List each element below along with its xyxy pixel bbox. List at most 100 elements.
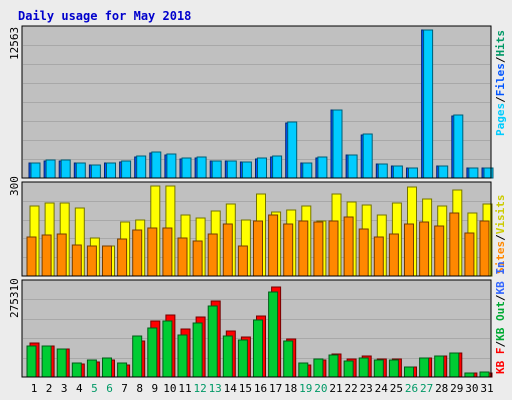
bar-sites <box>328 220 339 277</box>
legend-sep: / <box>494 234 507 241</box>
bar-sites <box>192 240 203 277</box>
bar-files <box>438 165 449 179</box>
bar-files <box>483 167 494 179</box>
bar-files <box>468 167 479 179</box>
day-label: 3 <box>61 382 68 395</box>
legend-kbf: KB F <box>494 348 507 375</box>
legend-sep: / <box>494 341 507 348</box>
bar-kb-out <box>162 320 173 378</box>
bar-files <box>241 161 252 179</box>
bar-kb-out <box>26 345 37 378</box>
bar-files <box>423 29 434 179</box>
bar-sites <box>268 214 279 277</box>
day-label: 24 <box>375 382 389 395</box>
day-label: 20 <box>314 382 327 395</box>
bar-sites <box>71 244 82 277</box>
ymax-label-middle: 300 <box>8 176 21 196</box>
day-label: 29 <box>450 382 463 395</box>
bar-files <box>302 162 313 179</box>
day-label: 9 <box>151 382 158 395</box>
bar-kb-out <box>177 334 188 378</box>
bar-sites <box>464 232 475 277</box>
bar-sites <box>207 233 218 277</box>
bar-kb-out <box>56 348 67 378</box>
bar-kb-out <box>464 372 475 378</box>
bar-files <box>181 157 192 179</box>
bar-files <box>75 162 86 179</box>
legend-kbin: KB In <box>494 261 507 294</box>
bar-files <box>106 162 116 179</box>
bar-files <box>90 164 101 179</box>
day-label: 5 <box>91 382 98 395</box>
bar-files <box>30 162 41 179</box>
legend-sep: / <box>494 294 507 301</box>
legend-middle: Sites/Visits <box>494 195 507 275</box>
bar-sites <box>313 221 324 277</box>
legend-kbout: KB Out <box>494 301 507 341</box>
bar-kb-out <box>237 339 248 378</box>
bar-kb-out <box>404 366 414 378</box>
bar-kb-out <box>373 359 384 378</box>
day-label: 22 <box>344 382 357 395</box>
bar-files <box>45 159 56 179</box>
legend-bottom: KB F/KB Out/KB In <box>494 261 507 374</box>
bar-kb-out <box>222 335 233 378</box>
bar-sites <box>479 220 490 277</box>
bar-sites <box>147 227 158 277</box>
day-label: 8 <box>136 382 143 395</box>
legend-sep: / <box>494 96 507 103</box>
bar-sites <box>283 223 294 277</box>
day-label: 21 <box>329 382 342 395</box>
day-label: 11 <box>178 382 191 395</box>
bar-sites <box>388 233 399 277</box>
bar-kb-out <box>117 362 128 378</box>
bar-kb-out <box>283 340 294 378</box>
day-label: 14 <box>224 382 238 395</box>
bar-sites <box>449 212 460 277</box>
day-label: 16 <box>254 382 267 395</box>
bar-kb-out <box>132 335 143 378</box>
legend-sites: Sites <box>494 241 507 274</box>
ymax-label-bottom: 275310 <box>8 278 21 318</box>
bar-files <box>121 160 132 179</box>
day-label: 12 <box>193 382 206 395</box>
bar-sites <box>41 234 52 277</box>
day-label: 17 <box>269 382 282 395</box>
bar-sites <box>222 223 233 277</box>
day-label: 19 <box>299 382 312 395</box>
bar-kb-out <box>253 319 263 378</box>
bar-files <box>347 154 358 179</box>
bar-kb-out <box>268 291 279 378</box>
day-label: 23 <box>360 382 373 395</box>
bar-files <box>392 165 403 179</box>
legend-top: Pages/Files/Hits <box>494 30 507 136</box>
bar-kb-out <box>147 327 158 378</box>
day-label: 18 <box>284 382 297 395</box>
bar-sites <box>102 245 112 277</box>
chart-title: Daily usage for May 2018 <box>18 9 191 23</box>
bar-kb-out <box>419 357 430 378</box>
bar-kb-out <box>449 352 460 378</box>
panel-bottom-border <box>21 279 492 378</box>
bar-kb-out <box>328 354 339 378</box>
legend-pages: Pages <box>494 103 507 136</box>
bar-sites <box>162 227 173 277</box>
bar-sites <box>373 236 384 277</box>
bar-files <box>362 133 373 179</box>
day-label: 31 <box>480 382 493 395</box>
bar-files <box>453 114 464 179</box>
bars <box>26 29 494 378</box>
bar-kb-out <box>102 357 112 378</box>
bar-files <box>332 109 343 179</box>
bar-files <box>287 121 298 179</box>
day-label: 27 <box>420 382 433 395</box>
panel-middle-border <box>21 181 492 277</box>
bar-files <box>257 157 267 179</box>
bar-files <box>166 153 177 179</box>
panel-top-border <box>21 25 492 179</box>
bar-sites <box>343 216 354 277</box>
bar-files <box>136 155 147 179</box>
x-axis-day-labels: 1 2 3 4 5 6 7 8 9 10 11 12 13 14 15 16 17 18 19 20 21 22 23 24 2… <box>31 382 494 395</box>
legend-sep: / <box>494 56 507 63</box>
bar-kb-out <box>434 355 445 378</box>
